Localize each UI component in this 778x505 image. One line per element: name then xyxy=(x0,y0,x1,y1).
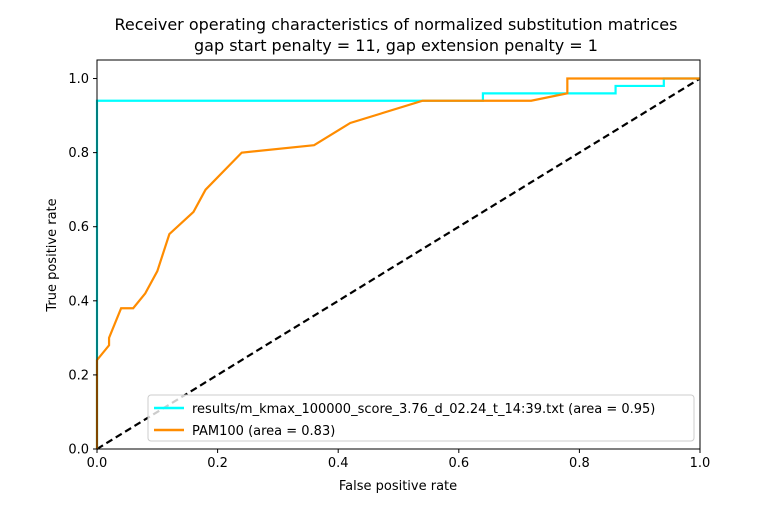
chance-diagonal-line xyxy=(96,77,701,450)
x-tick-label: 0.2 xyxy=(207,456,228,471)
y-axis-label: True positive rate xyxy=(45,198,60,312)
y-tick-label: 1.0 xyxy=(68,72,89,87)
y-tick-label: 0.6 xyxy=(68,220,89,235)
legend-label-series-1: results/m_kmax_100000_score_3.76_d_02.24… xyxy=(192,402,655,417)
legend-box xyxy=(147,394,695,442)
chart-subtitle: gap start penalty = 11, gap extension pe… xyxy=(194,36,598,55)
y-tick-label: 0.8 xyxy=(68,146,89,161)
plot-area xyxy=(95,77,701,450)
legend: results/m_kmax_100000_score_3.76_d_02.24… xyxy=(147,394,695,442)
y-tick-label: 0.2 xyxy=(68,368,89,383)
x-axis-label: False positive rate xyxy=(339,479,457,494)
chart-title: Receiver operating characteristics of no… xyxy=(115,15,678,34)
plot-frame xyxy=(96,59,701,450)
x-axis: 0.0 0.2 0.4 0.6 0.8 1.0 xyxy=(87,449,711,471)
legend-label-series-2: PAM100 (area = 0.83) xyxy=(192,424,335,439)
roc-curve-series-1 xyxy=(95,77,700,449)
y-tick-label: 0.0 xyxy=(68,443,89,458)
x-tick-label: 0.8 xyxy=(569,456,590,471)
y-tick-label: 0.4 xyxy=(68,294,89,309)
roc-curve-series-2 xyxy=(95,77,700,449)
x-tick-label: 0.4 xyxy=(328,456,349,471)
x-tick-label: 1.0 xyxy=(690,456,711,471)
y-axis: 0.0 0.2 0.4 0.6 0.8 1.0 xyxy=(68,72,97,458)
x-tick-label: 0.0 xyxy=(87,456,108,471)
x-tick-label: 0.6 xyxy=(448,456,469,471)
